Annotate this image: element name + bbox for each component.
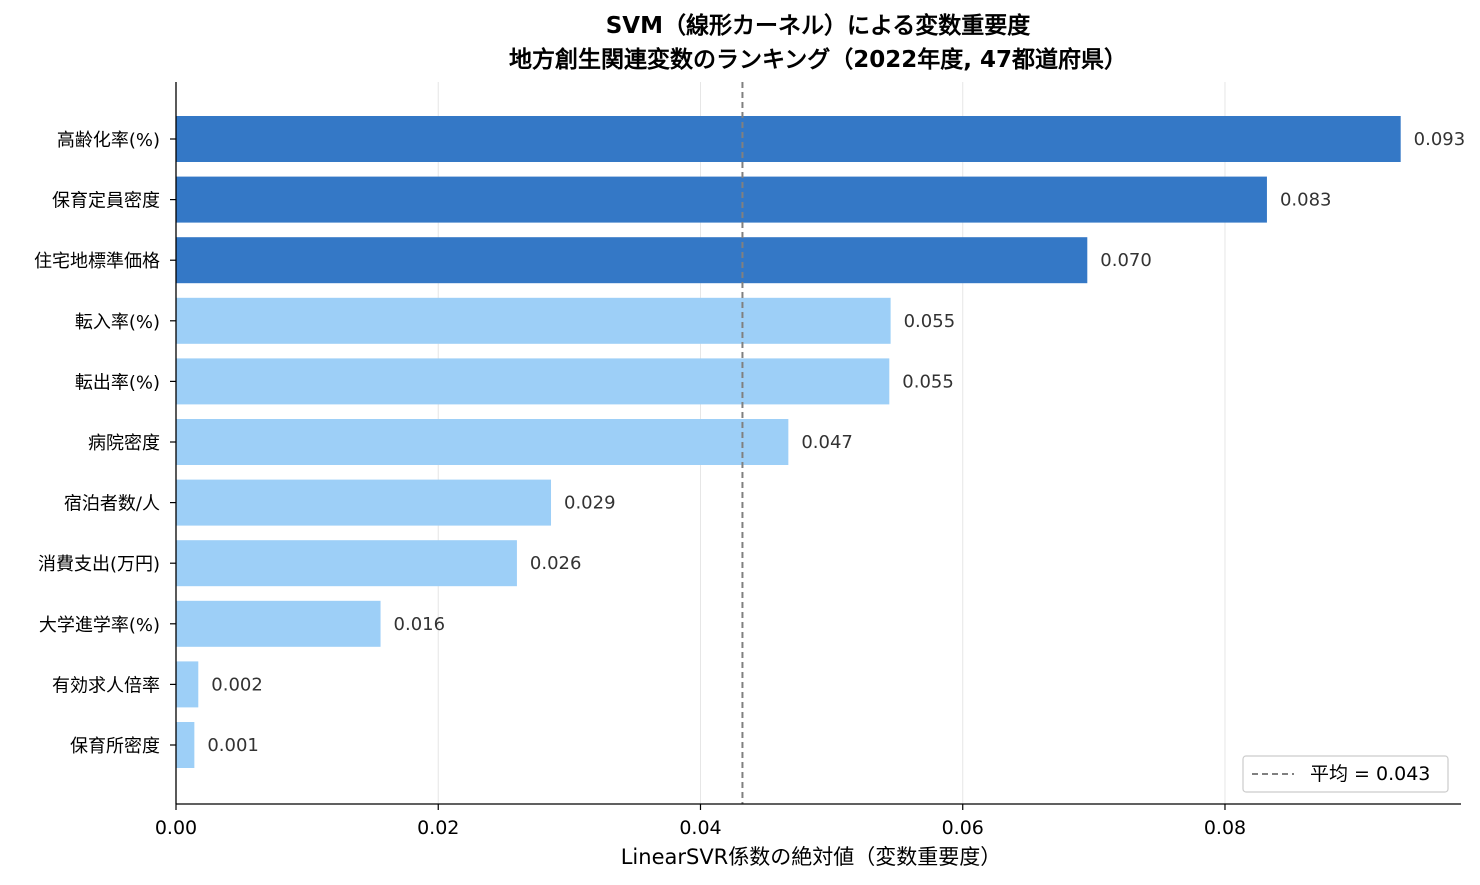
bar-value-label: 0.029 (564, 493, 616, 514)
category-label: 高齢化率(%) (57, 130, 160, 151)
bar (176, 600, 381, 647)
x-tick-label: 0.04 (679, 817, 721, 839)
x-tick-label: 0.00 (155, 817, 197, 839)
bar-value-label: 0.093 (1414, 129, 1466, 150)
axes (175, 82, 1461, 805)
bar (176, 661, 199, 708)
category-label: 有効求人倍率 (52, 675, 160, 696)
category-label: 消費支出(万円) (38, 554, 160, 575)
x-tick-label: 0.08 (1204, 817, 1246, 839)
chart-title: SVM（線形カーネル）による変数重要度 (606, 12, 1032, 39)
bar-value-label: 0.026 (530, 553, 582, 574)
legend-mean-label: 平均 = 0.043 (1310, 763, 1430, 785)
x-tick-label: 0.02 (417, 817, 459, 839)
bar (176, 297, 891, 344)
bar (176, 237, 1088, 284)
bars: 0.093 0.083 0.070 0.055 0.055 0.047 0.029 0.026… (176, 116, 1465, 768)
category-label: 転入率(%) (75, 312, 160, 333)
bar-value-label: 0.001 (207, 735, 259, 756)
category-label: 住宅地標準価格 (34, 251, 160, 272)
bar-value-label: 0.070 (1100, 250, 1152, 271)
bar (176, 419, 789, 465)
bar-value-label: 0.083 (1280, 190, 1332, 211)
category-label: 転出率(%) (75, 372, 160, 393)
bar-value-label: 0.002 (211, 674, 263, 695)
legend-box (1242, 755, 1449, 793)
category-label: 保育所密度 (70, 736, 160, 757)
bar (176, 540, 517, 587)
chart-subtitle: 地方創生関連変数のランキング（2022年度, 47都道府県） (509, 46, 1127, 73)
bar-value-label: 0.055 (904, 311, 956, 332)
category-label: 宿泊者数/人 (64, 494, 160, 515)
category-label: 保育定員密度 (52, 191, 160, 212)
bar (176, 176, 1267, 223)
x-axis-title: LinearSVR係数の絶対値（変数重要度） (621, 845, 1002, 869)
legend: 平均 = 0.043 (1242, 755, 1449, 793)
x-tick-label: 0.06 (942, 817, 984, 839)
bar (176, 358, 890, 405)
bar-value-label: 0.047 (801, 432, 853, 453)
x-ticks: 0.00 0.02 0.04 0.06 0.08 (155, 804, 1246, 839)
bar (176, 116, 1401, 162)
bar-value-label: 0.055 (902, 371, 954, 392)
category-label: 大学進学率(%) (39, 615, 160, 636)
bar-value-label: 0.016 (394, 614, 446, 635)
category-label: 病院密度 (88, 433, 160, 454)
bar (176, 722, 195, 768)
bar (176, 479, 552, 526)
